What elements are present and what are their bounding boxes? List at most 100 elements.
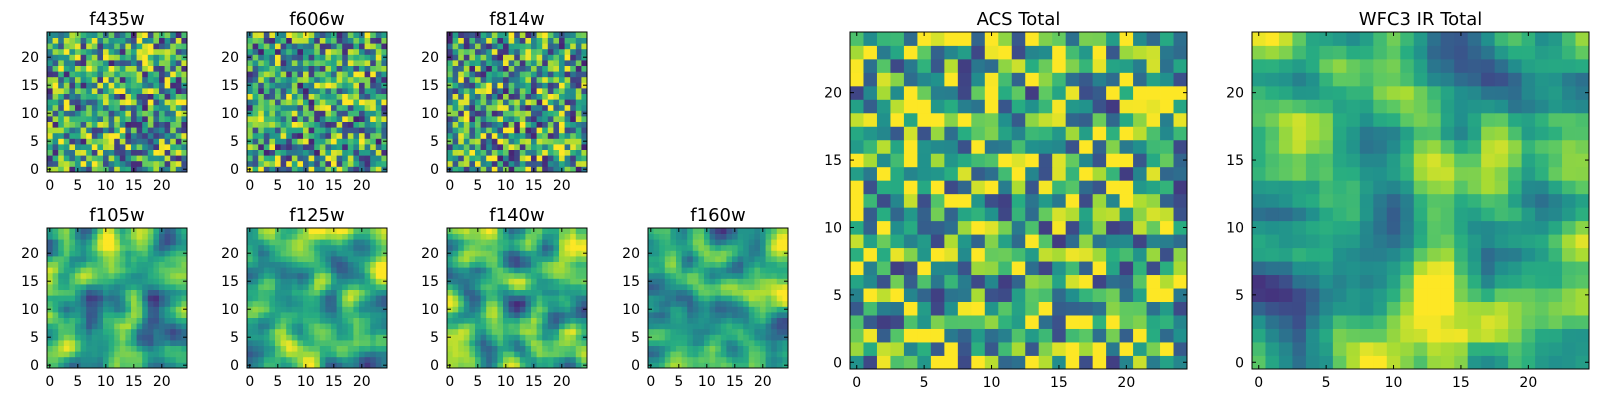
heatmap-cell xyxy=(370,82,377,89)
heatmap-cell xyxy=(119,250,126,257)
heatmap-cell xyxy=(275,295,281,302)
heatmap-cell xyxy=(91,138,98,145)
heatmap-cell xyxy=(486,334,493,341)
heatmap-cell xyxy=(452,345,459,352)
heatmap-cell xyxy=(91,306,98,313)
heatmap-cell xyxy=(52,334,59,341)
heatmap-cell xyxy=(547,323,554,330)
heatmap-cell xyxy=(347,289,354,296)
heatmap-cell xyxy=(458,356,465,363)
heatmap-cell xyxy=(486,351,493,358)
heatmap-cell xyxy=(108,256,115,262)
heatmap-cell xyxy=(97,149,104,156)
heatmap-cell xyxy=(181,104,188,111)
heatmap-cell xyxy=(508,116,515,122)
heatmap-cell xyxy=(458,127,465,134)
heatmap-cell xyxy=(782,340,789,346)
heatmap-cell xyxy=(314,149,321,156)
heatmap-cell xyxy=(114,340,121,346)
heatmap-cell xyxy=(353,37,360,44)
heatmap-cell xyxy=(86,312,93,318)
heatmap-cell xyxy=(676,300,682,307)
heatmap-cell xyxy=(91,312,98,318)
heatmap-cell xyxy=(542,32,549,38)
heatmap-cell xyxy=(136,116,143,122)
heatmap-cell xyxy=(704,312,710,318)
heatmap-cell xyxy=(726,340,733,346)
heatmap-cell xyxy=(164,88,171,94)
heatmap-cell xyxy=(519,32,526,38)
heatmap-cell xyxy=(575,250,582,257)
heatmap-cell xyxy=(782,267,789,274)
heatmap-cell xyxy=(514,250,521,257)
heatmap-cell xyxy=(876,301,891,316)
heatmap-cell xyxy=(553,155,560,162)
heatmap-cell xyxy=(971,301,986,316)
x-tick-label: 5 xyxy=(473,374,482,390)
heatmap-cell xyxy=(69,82,76,89)
heatmap-cell xyxy=(159,356,165,363)
heatmap-cell xyxy=(469,116,476,122)
heatmap-cell xyxy=(314,284,321,290)
heatmap-cell xyxy=(732,345,738,352)
heatmap-cell xyxy=(319,284,326,290)
heatmap-cell xyxy=(58,37,65,44)
heatmap-cell xyxy=(676,317,682,324)
heatmap-cell xyxy=(917,247,932,262)
heatmap-cell xyxy=(375,155,382,162)
heatmap-cell xyxy=(536,278,543,285)
heatmap-cell xyxy=(531,289,537,296)
heatmap-cell xyxy=(903,153,918,168)
heatmap-cell xyxy=(653,228,660,234)
heatmap-cell xyxy=(291,65,298,72)
heatmap-cell xyxy=(1119,234,1134,249)
heatmap-cell xyxy=(347,132,354,139)
heatmap-cell xyxy=(491,71,498,78)
heatmap-cell xyxy=(497,76,504,83)
heatmap-cell xyxy=(1025,288,1040,302)
heatmap-cell xyxy=(86,127,93,134)
heatmap-cell xyxy=(475,289,481,296)
heatmap-cell xyxy=(575,93,582,100)
heatmap-cell xyxy=(131,328,137,335)
heatmap-cell xyxy=(957,328,972,343)
heatmap-cell xyxy=(286,71,293,78)
heatmap-cell xyxy=(136,149,143,156)
heatmap-cell xyxy=(984,328,999,343)
heatmap-cell xyxy=(531,110,537,117)
heatmap-cell xyxy=(581,228,588,234)
heatmap-cell xyxy=(475,233,481,240)
heatmap-cell xyxy=(903,261,918,276)
heatmap-cell xyxy=(125,351,132,358)
heatmap-cell xyxy=(247,149,253,156)
heatmap-cell xyxy=(291,60,298,66)
heatmap-cell xyxy=(1119,301,1134,316)
heatmap-cell xyxy=(136,88,143,94)
heatmap-cell xyxy=(136,99,143,106)
heatmap-cell xyxy=(275,43,281,50)
heatmap-cell xyxy=(1160,220,1174,235)
heatmap-cell xyxy=(536,312,543,318)
heatmap-cell xyxy=(125,295,132,302)
heatmap-cell xyxy=(286,37,293,44)
heatmap-cell xyxy=(850,288,864,302)
heatmap-cell xyxy=(469,228,476,234)
heatmap-cell xyxy=(698,244,705,251)
heatmap-cell xyxy=(375,312,382,318)
heatmap-cell xyxy=(463,340,470,346)
heatmap-cell xyxy=(698,256,705,262)
heatmap-cell xyxy=(469,132,476,139)
heatmap-cell xyxy=(480,284,487,290)
heatmap-cell xyxy=(119,138,126,145)
heatmap-cell xyxy=(80,160,87,167)
heatmap-cell xyxy=(97,334,104,341)
heatmap-cell xyxy=(170,312,177,318)
heatmap-cell xyxy=(170,228,177,234)
heatmap-cell xyxy=(681,300,688,307)
heatmap-cell xyxy=(342,160,349,167)
heatmap-cell xyxy=(575,48,582,55)
heatmap-cell xyxy=(1092,342,1107,356)
heatmap-cell xyxy=(581,239,588,246)
heatmap-cell xyxy=(531,48,537,55)
heatmap-cell xyxy=(175,323,182,330)
